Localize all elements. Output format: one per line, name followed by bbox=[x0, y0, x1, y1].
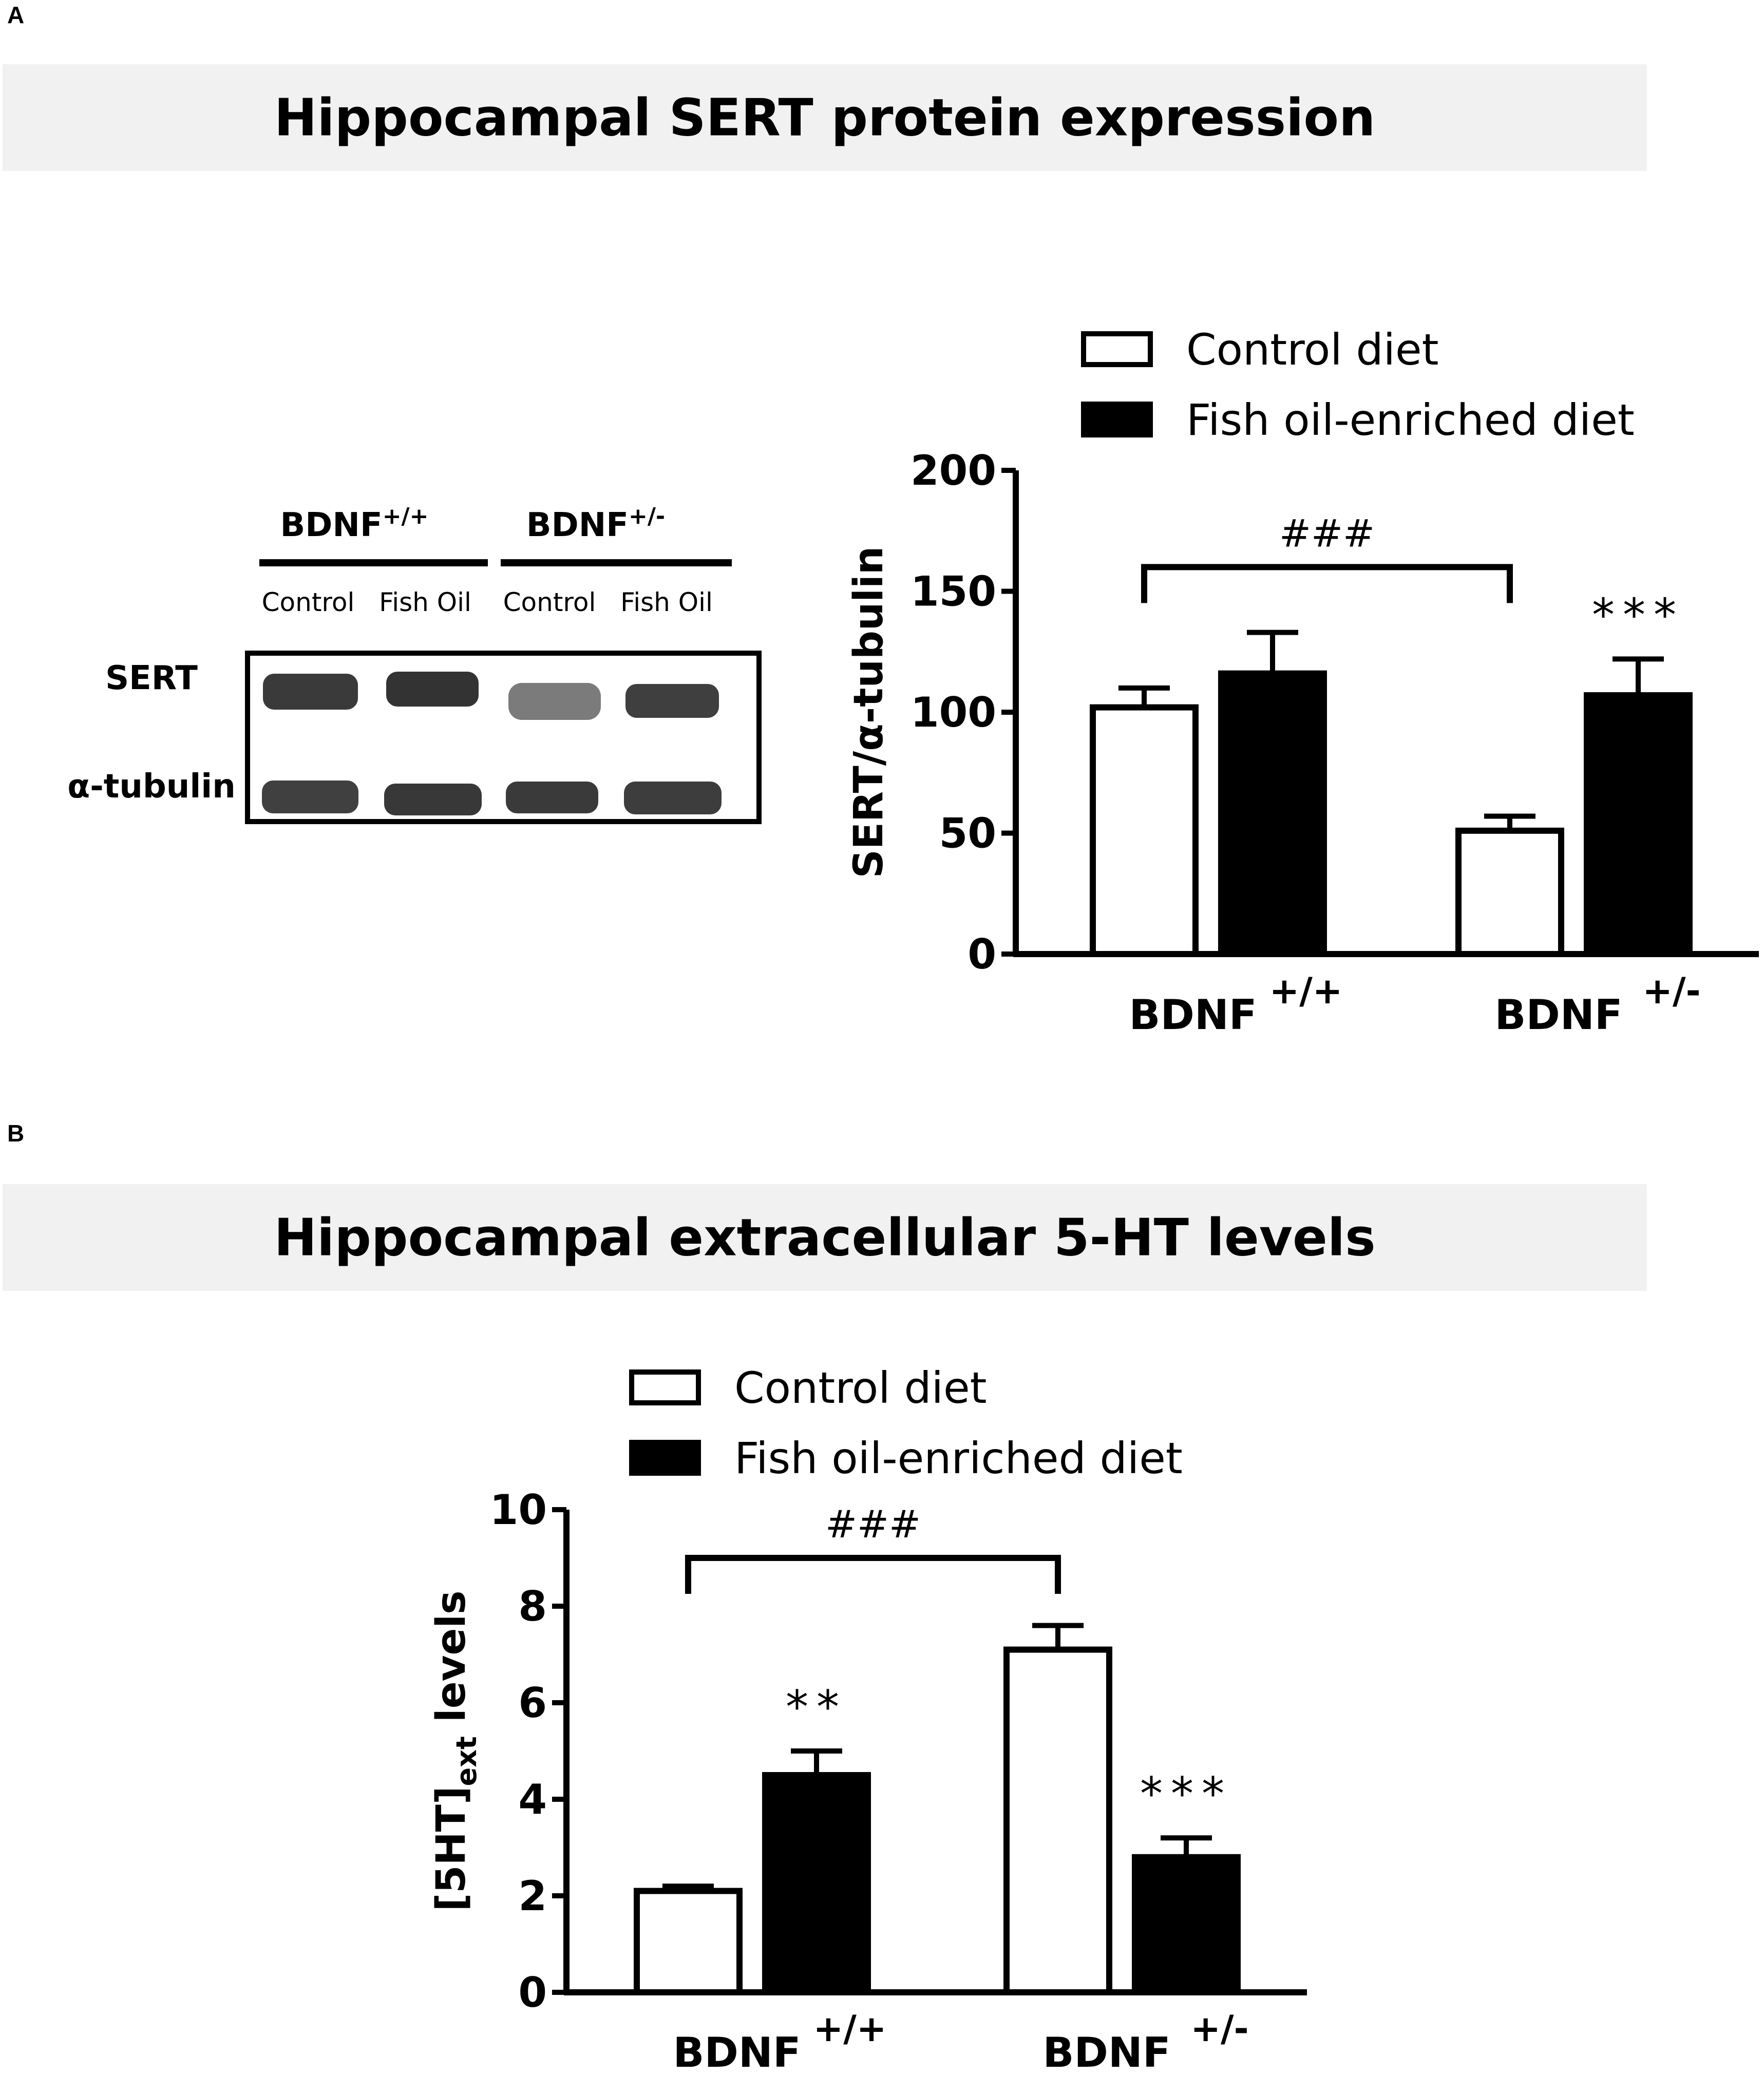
y-tick-label: 0 bbox=[968, 930, 996, 978]
x-tick-label: BDNF bbox=[1043, 2029, 1171, 2075]
blot-band-tubulin bbox=[506, 782, 598, 813]
legend-label: Fish oil-enriched diet bbox=[734, 1433, 1183, 1483]
y-tick-label: 150 bbox=[911, 568, 996, 616]
bar bbox=[634, 1888, 743, 1996]
blot-band-tubulin bbox=[384, 784, 482, 815]
y-tick-label: 4 bbox=[518, 1776, 547, 1823]
lane-label: Fish Oil bbox=[620, 587, 713, 617]
legend-swatch bbox=[1081, 402, 1153, 437]
y-tick-label: 6 bbox=[518, 1679, 547, 1727]
bar bbox=[762, 1772, 871, 1995]
panel-a-banner: Hippocampal SERT protein expression bbox=[3, 64, 1647, 171]
blot-group-label: BDNF+/- bbox=[526, 503, 665, 544]
legend-label: Fish oil-enriched diet bbox=[1186, 395, 1635, 445]
x-tick-label-superscript: +/+ bbox=[1269, 970, 1343, 1012]
bar bbox=[1132, 1854, 1241, 1996]
blot-band-sert bbox=[263, 674, 358, 710]
significance-label: ### bbox=[825, 1502, 921, 1547]
panel-b-letter: B bbox=[7, 1120, 25, 1147]
panel-a-letter: A bbox=[7, 2, 25, 28]
legend-label: Control diet bbox=[1186, 325, 1439, 375]
western-blot: BDNF+/+ BDNF+/- Control Fish Oil Control… bbox=[67, 503, 762, 824]
legend-swatch bbox=[629, 1369, 701, 1405]
panel-b-banner: Hippocampal extracellular 5-HT levels bbox=[3, 1184, 1647, 1291]
bar bbox=[1003, 1646, 1112, 1996]
legend-label: Control diet bbox=[734, 1363, 987, 1413]
significance-marker: *** bbox=[1592, 588, 1684, 641]
blot-row-label: SERT bbox=[105, 659, 198, 697]
y-tick-label: 100 bbox=[911, 689, 996, 736]
significance-bracket bbox=[1141, 564, 1513, 603]
y-tick-label: 0 bbox=[518, 1969, 547, 2016]
panel-a-title: Hippocampal SERT protein expression bbox=[274, 87, 1376, 148]
bar bbox=[1584, 692, 1693, 958]
lane-label: Control bbox=[262, 587, 355, 617]
significance-marker: *** bbox=[1140, 1767, 1232, 1820]
x-tick-label-superscript: +/- bbox=[1190, 2008, 1248, 2050]
y-tick-label: 8 bbox=[518, 1583, 547, 1630]
legend-swatch bbox=[629, 1440, 701, 1476]
x-tick-label: BDNF bbox=[1129, 991, 1257, 1039]
y-axis-label: SERT/α-tubulin bbox=[846, 546, 892, 879]
panel-b-title: Hippocampal extracellular 5-HT levels bbox=[274, 1207, 1376, 1268]
blot-row-label: α-tubulin bbox=[67, 768, 236, 806]
chart-a: Control diet Fish oil-enriched diet SERT/α… bbox=[846, 325, 1759, 1039]
significance-marker: ** bbox=[786, 1681, 847, 1734]
blot-group-label: BDNF+/+ bbox=[280, 503, 429, 544]
x-tick-label-superscript: +/+ bbox=[813, 2008, 887, 2050]
x-tick-label-superscript: +/- bbox=[1642, 970, 1700, 1012]
significance-bracket bbox=[685, 1555, 1061, 1594]
y-tick-label: 200 bbox=[911, 447, 996, 494]
blot-band-sert bbox=[508, 683, 601, 720]
significance-label: ### bbox=[1279, 511, 1375, 556]
lane-label: Control bbox=[503, 587, 596, 617]
x-tick-label: BDNF bbox=[1495, 991, 1623, 1039]
blot-band-sert bbox=[625, 684, 719, 718]
y-tick-label: 2 bbox=[518, 1872, 547, 1920]
blot-band-tubulin bbox=[262, 780, 358, 813]
blot-band-sert bbox=[386, 672, 479, 707]
bar bbox=[1455, 827, 1564, 958]
lane-label: Fish Oil bbox=[379, 587, 471, 617]
y-axis-label: [5HT]ext levels bbox=[428, 1590, 483, 1911]
blot-band-tubulin bbox=[624, 782, 722, 814]
x-tick-label: BDNF bbox=[673, 2029, 801, 2075]
bar bbox=[1090, 704, 1199, 957]
bar bbox=[1218, 670, 1327, 957]
legend-swatch bbox=[1081, 331, 1153, 367]
y-tick-label: 50 bbox=[939, 810, 996, 858]
y-tick-label: 10 bbox=[490, 1486, 547, 1534]
